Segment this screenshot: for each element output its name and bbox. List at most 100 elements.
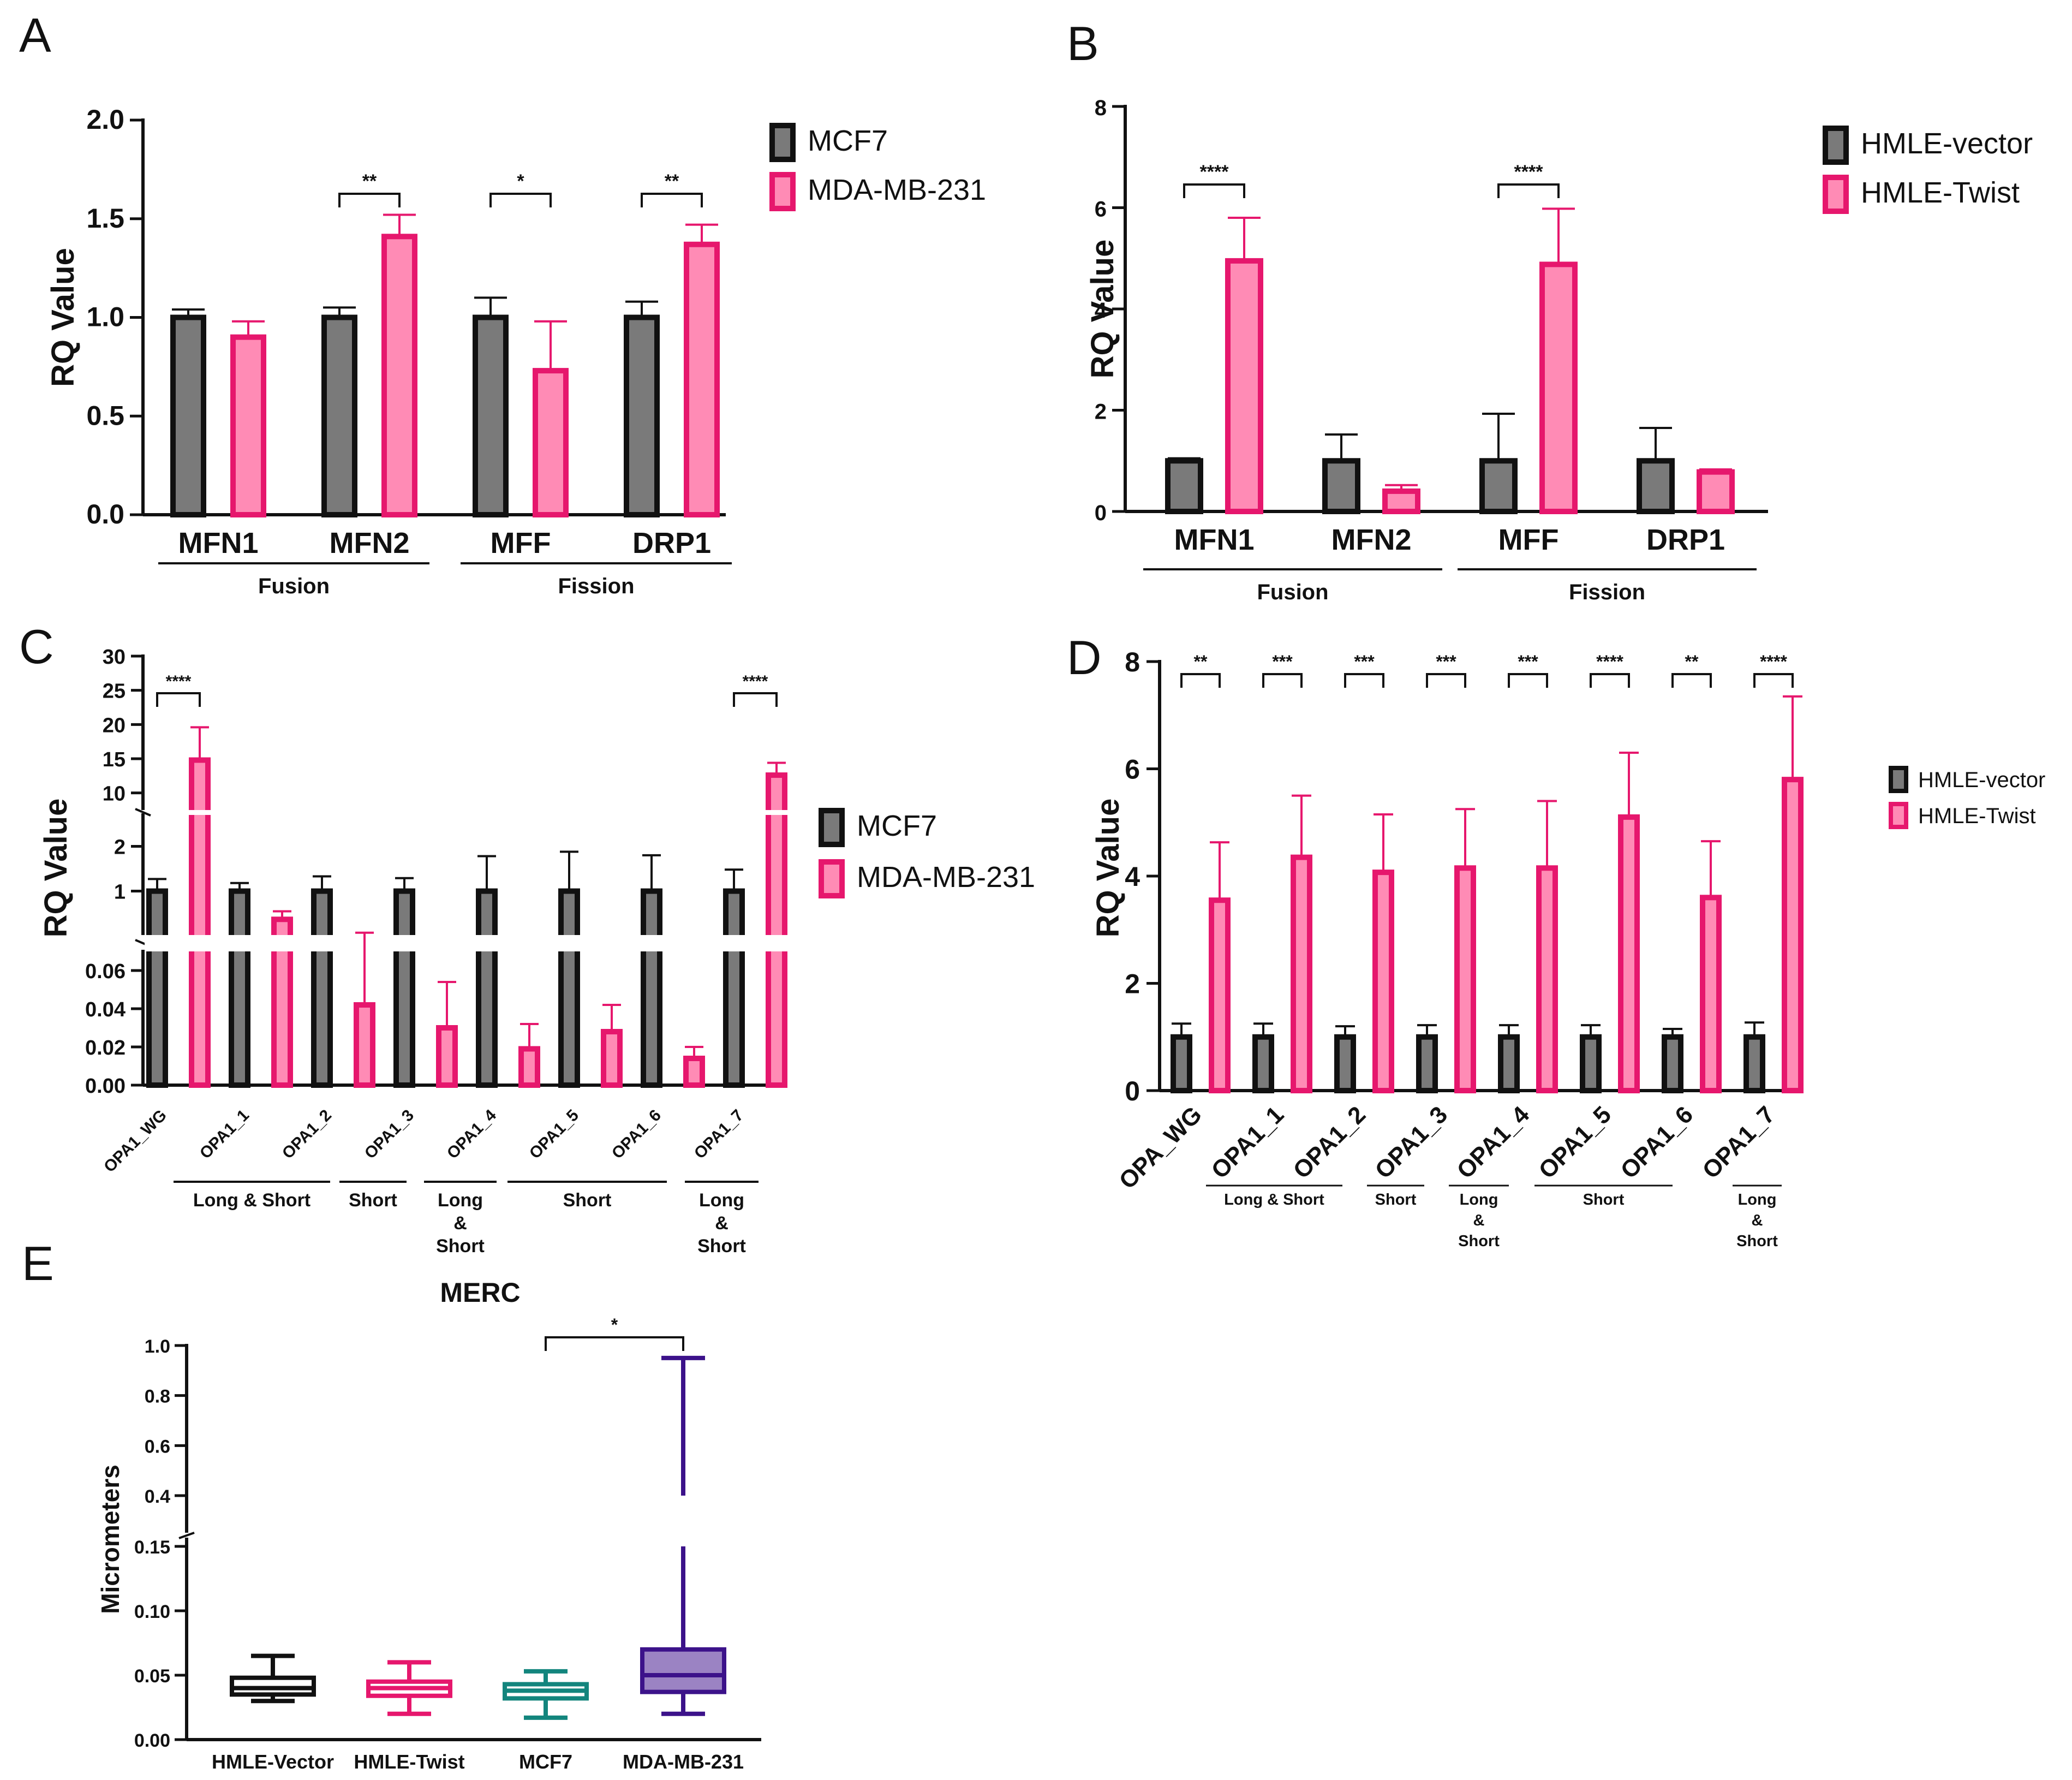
panel-c-errorbar <box>520 1023 539 1049</box>
panel-c-errorbar <box>438 981 456 1028</box>
panel-d-errorbar <box>1210 841 1229 901</box>
panel-c-bar-break-gap <box>639 935 664 951</box>
panel-e-box-mda-mb-231 <box>640 1355 726 1716</box>
panel-d-ytick-label: 0 <box>1125 1076 1140 1106</box>
panel-b-errorbar <box>1168 457 1201 461</box>
panel-b-errorbar <box>1385 484 1418 491</box>
panel-e-box-mcf7 <box>503 1669 589 1720</box>
panel-c-ytick-label: 20 <box>103 714 126 737</box>
panel-d-errorbar <box>1253 1022 1273 1037</box>
panel-b-group-label: Fission <box>1569 580 1645 604</box>
panel-a-legend-mcf7-swatch <box>769 123 796 162</box>
panel-a-bar-mda-mb-231-mfn2 <box>381 234 417 517</box>
panel-b-legend-hmle-vector-swatch <box>1823 126 1849 165</box>
panel-d-significance <box>1753 673 1794 688</box>
panel-c-legend-mda-mb-231-swatch <box>819 859 845 898</box>
panel-b-errorbar <box>1542 207 1575 265</box>
panel-d-group-label: Long & Short <box>1224 1191 1324 1209</box>
panel-a-group-label: Fission <box>558 574 634 598</box>
panel-e-x-label-hmle-twist: HMLE-Twist <box>354 1751 464 1773</box>
panel-letter-e: E <box>22 1236 54 1290</box>
panel-e-x-label-hmle-vector: HMLE-Vector <box>212 1751 334 1773</box>
panel-d-group-label: Short <box>1458 1233 1500 1250</box>
panel-e-ytick-label: 0.05 <box>134 1666 170 1687</box>
panel-a-ytick-label: 2.0 <box>86 104 124 135</box>
panel-c-errorbar <box>355 931 374 1005</box>
panel-e-box-hmle-twist <box>366 1660 452 1716</box>
panel-d-group-label: & <box>1752 1212 1763 1229</box>
panel-c-errorbar <box>395 877 414 891</box>
panel-d-x-label-opa1_5: OPA1_5 <box>1533 1101 1616 1184</box>
panel-c-bar-break-gap <box>187 935 212 951</box>
panel-a-bar-mda-mb-231-mfn1 <box>230 334 266 518</box>
panel-b-significance-line <box>1183 183 1245 198</box>
panel-c-x-label-opa1_wg: OPA1_WG <box>100 1106 170 1176</box>
panel-a-errorbar <box>534 320 567 371</box>
panel-d-ytick-label: 8 <box>1125 647 1140 677</box>
panel-d-ytick-label: 4 <box>1125 861 1140 892</box>
panel-letter-a: A <box>19 8 51 62</box>
panel-e-ytick-label: 0.15 <box>134 1537 170 1558</box>
panel-a-significance <box>338 193 401 207</box>
panel-c-errorbar <box>190 726 209 760</box>
panel-b-ytick-label: 8 <box>1095 96 1107 120</box>
panel-c-bar-break-gap <box>270 935 295 951</box>
panel-c-legend-mda-mb-231: MDA-MB-231 <box>857 861 1035 894</box>
panel-c-axis-break-mark <box>135 808 151 817</box>
panel-e-title: MERC <box>440 1277 520 1308</box>
panel-d-significance-line <box>1426 673 1466 688</box>
panel-letter-c: C <box>19 620 54 674</box>
panel-d-errorbar <box>1701 840 1721 898</box>
panel-d-errorbar <box>1499 1024 1519 1037</box>
panel-b-errorbar <box>1639 426 1672 461</box>
panel-c-ytick-label: 25 <box>103 680 126 703</box>
panel-c-bar-mda-mb-231-opa1_2 <box>354 1002 375 1088</box>
panel-c-errorbar <box>602 1004 621 1032</box>
panel-d-bar-hmle-twist-opa1_1 <box>1291 854 1312 1094</box>
panel-a-bar-mcf7-mfn1 <box>170 314 206 517</box>
panel-d-errorbar <box>1745 1021 1764 1037</box>
panel-d-errorbar <box>1619 752 1639 817</box>
panel-d-legend-swatch <box>1889 802 1908 829</box>
panel-a-ytick-label: 0.0 <box>86 499 124 529</box>
panel-c-errorbar <box>230 882 249 891</box>
panel-b-x-label-mfn1: MFN1 <box>1174 523 1255 556</box>
panel-c-bar-mcf7-opa1_3 <box>393 888 415 1088</box>
panel-a-x-label-drp1: DRP1 <box>632 527 711 559</box>
panel-d-group-label: & <box>1473 1212 1485 1229</box>
panel-c-significance <box>156 692 201 707</box>
panel-c-ytick-label: 2 <box>114 836 126 859</box>
panel-b-significance-label: **** <box>1514 162 1544 182</box>
panel-b-bar-hmle-twist-mfn2 <box>1382 488 1420 515</box>
panel-d-errorbar <box>1783 695 1802 780</box>
panel-b-significance-label: **** <box>1200 162 1229 182</box>
panel-c-errorbar <box>642 854 661 891</box>
panel-a-errorbar <box>474 296 507 318</box>
panel-c-bar-break-gap <box>227 935 252 951</box>
panel-a-errorbar <box>323 306 356 318</box>
panel-d-errorbar <box>1581 1024 1601 1037</box>
panel-a-bar-mda-mb-231-drp1 <box>684 241 720 517</box>
panel-b-x-label-drp1: DRP1 <box>1646 523 1725 556</box>
panel-c-ytick-label: 0.06 <box>85 960 126 983</box>
panel-d-bar-hmle-twist-opa1_5 <box>1618 814 1640 1094</box>
panel-d-errorbar <box>1417 1024 1437 1037</box>
panel-c-legend-mcf7: MCF7 <box>857 809 937 842</box>
panel-d-significance-line <box>1344 673 1384 688</box>
panel-e-box-hmle-vector <box>230 1653 316 1704</box>
panel-a-errorbar <box>685 223 718 245</box>
panel-d-significance-label: *** <box>1354 652 1375 671</box>
panel-d-bar-hmle-vector-opa1_3 <box>1416 1034 1438 1093</box>
panel-d-significance <box>1508 673 1548 688</box>
panel-b-ytick-label: 6 <box>1095 198 1107 222</box>
panel-b-bar-hmle-vector-mfn2 <box>1322 458 1360 514</box>
panel-c-x-label-opa1_6: OPA1_6 <box>608 1106 665 1163</box>
panel-a-bar-mda-mb-231-mff <box>533 368 569 517</box>
panel-c-group-label: & <box>715 1213 729 1234</box>
panel-b-errorbar <box>1699 468 1732 472</box>
panel-c-errorbar <box>313 875 331 891</box>
panel-d-x-label-opa1_2: OPA1_2 <box>1288 1101 1371 1184</box>
panel-d-group-label: Long <box>1738 1191 1777 1209</box>
panel-c-legend-mcf7-swatch <box>819 808 845 847</box>
panel-c-group-label: Long <box>699 1190 744 1211</box>
